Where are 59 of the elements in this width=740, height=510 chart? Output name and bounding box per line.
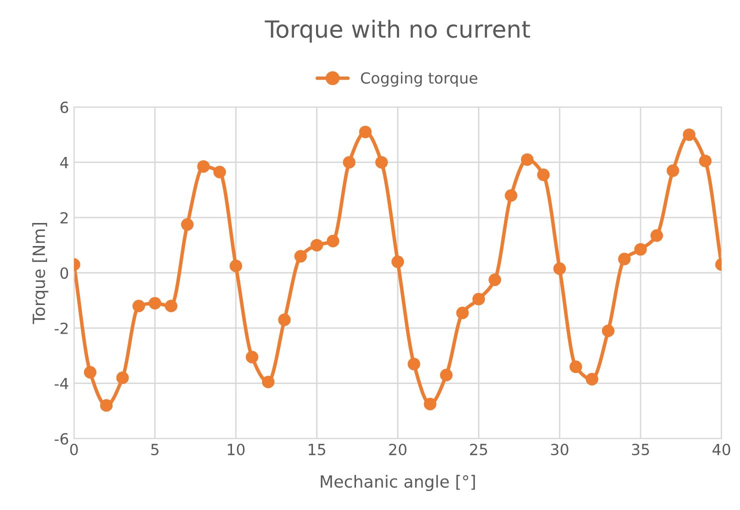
point bbox=[246, 350, 258, 364]
point bbox=[197, 160, 210, 173]
point bbox=[116, 372, 129, 384]
point bbox=[553, 262, 566, 275]
point bbox=[618, 252, 631, 266]
point bbox=[391, 256, 404, 268]
y-tick-label: -6 bbox=[54, 433, 68, 445]
point bbox=[424, 398, 436, 410]
point bbox=[230, 260, 242, 272]
y-tick-label: 6 bbox=[60, 102, 68, 114]
point bbox=[164, 300, 178, 312]
point bbox=[100, 399, 113, 412]
x-tick-label: 20 bbox=[389, 444, 406, 456]
point bbox=[504, 189, 518, 202]
x-axis-title: Mechanic angle [°] bbox=[320, 474, 475, 492]
point bbox=[602, 324, 614, 338]
x-tick-label: 15 bbox=[308, 444, 326, 456]
point bbox=[408, 358, 420, 370]
y-tick-label: 0 bbox=[60, 267, 68, 279]
point bbox=[666, 164, 680, 177]
x-tick-label: 10 bbox=[228, 444, 245, 456]
point bbox=[488, 273, 502, 286]
point bbox=[456, 306, 469, 320]
point bbox=[342, 156, 356, 169]
y-tick-label: -2 bbox=[54, 322, 68, 334]
x-tick-label: 35 bbox=[632, 444, 649, 456]
point bbox=[278, 314, 291, 326]
point bbox=[213, 166, 226, 178]
x-tick-label: 5 bbox=[151, 444, 158, 456]
point bbox=[310, 238, 324, 252]
point bbox=[132, 300, 146, 312]
point bbox=[440, 368, 453, 382]
point bbox=[262, 376, 275, 388]
point bbox=[148, 296, 162, 310]
point bbox=[570, 360, 582, 374]
y-tick-label: 4 bbox=[60, 157, 68, 168]
y-tick-label: -4 bbox=[54, 378, 68, 390]
chart-title: Torque with no current bbox=[264, 20, 530, 43]
point bbox=[650, 229, 664, 242]
point bbox=[472, 292, 485, 306]
point bbox=[699, 154, 712, 168]
y-axis-title: Torque [Nm] bbox=[32, 223, 48, 324]
point bbox=[586, 372, 598, 386]
point bbox=[682, 128, 696, 141]
x-tick-label: 40 bbox=[712, 444, 730, 456]
point bbox=[326, 234, 340, 248]
point bbox=[84, 366, 96, 379]
point bbox=[359, 126, 372, 138]
point bbox=[537, 168, 550, 182]
x-tick-label: 0 bbox=[70, 444, 78, 456]
x-tick-label: 25 bbox=[470, 444, 488, 456]
point bbox=[520, 153, 534, 166]
x-tick-label: 30 bbox=[551, 444, 568, 456]
y-tick-label: 2 bbox=[60, 212, 68, 224]
legend-label: Cogging torque bbox=[360, 72, 478, 87]
point bbox=[375, 156, 388, 169]
point bbox=[634, 243, 647, 256]
point bbox=[294, 250, 307, 263]
point bbox=[181, 218, 194, 231]
